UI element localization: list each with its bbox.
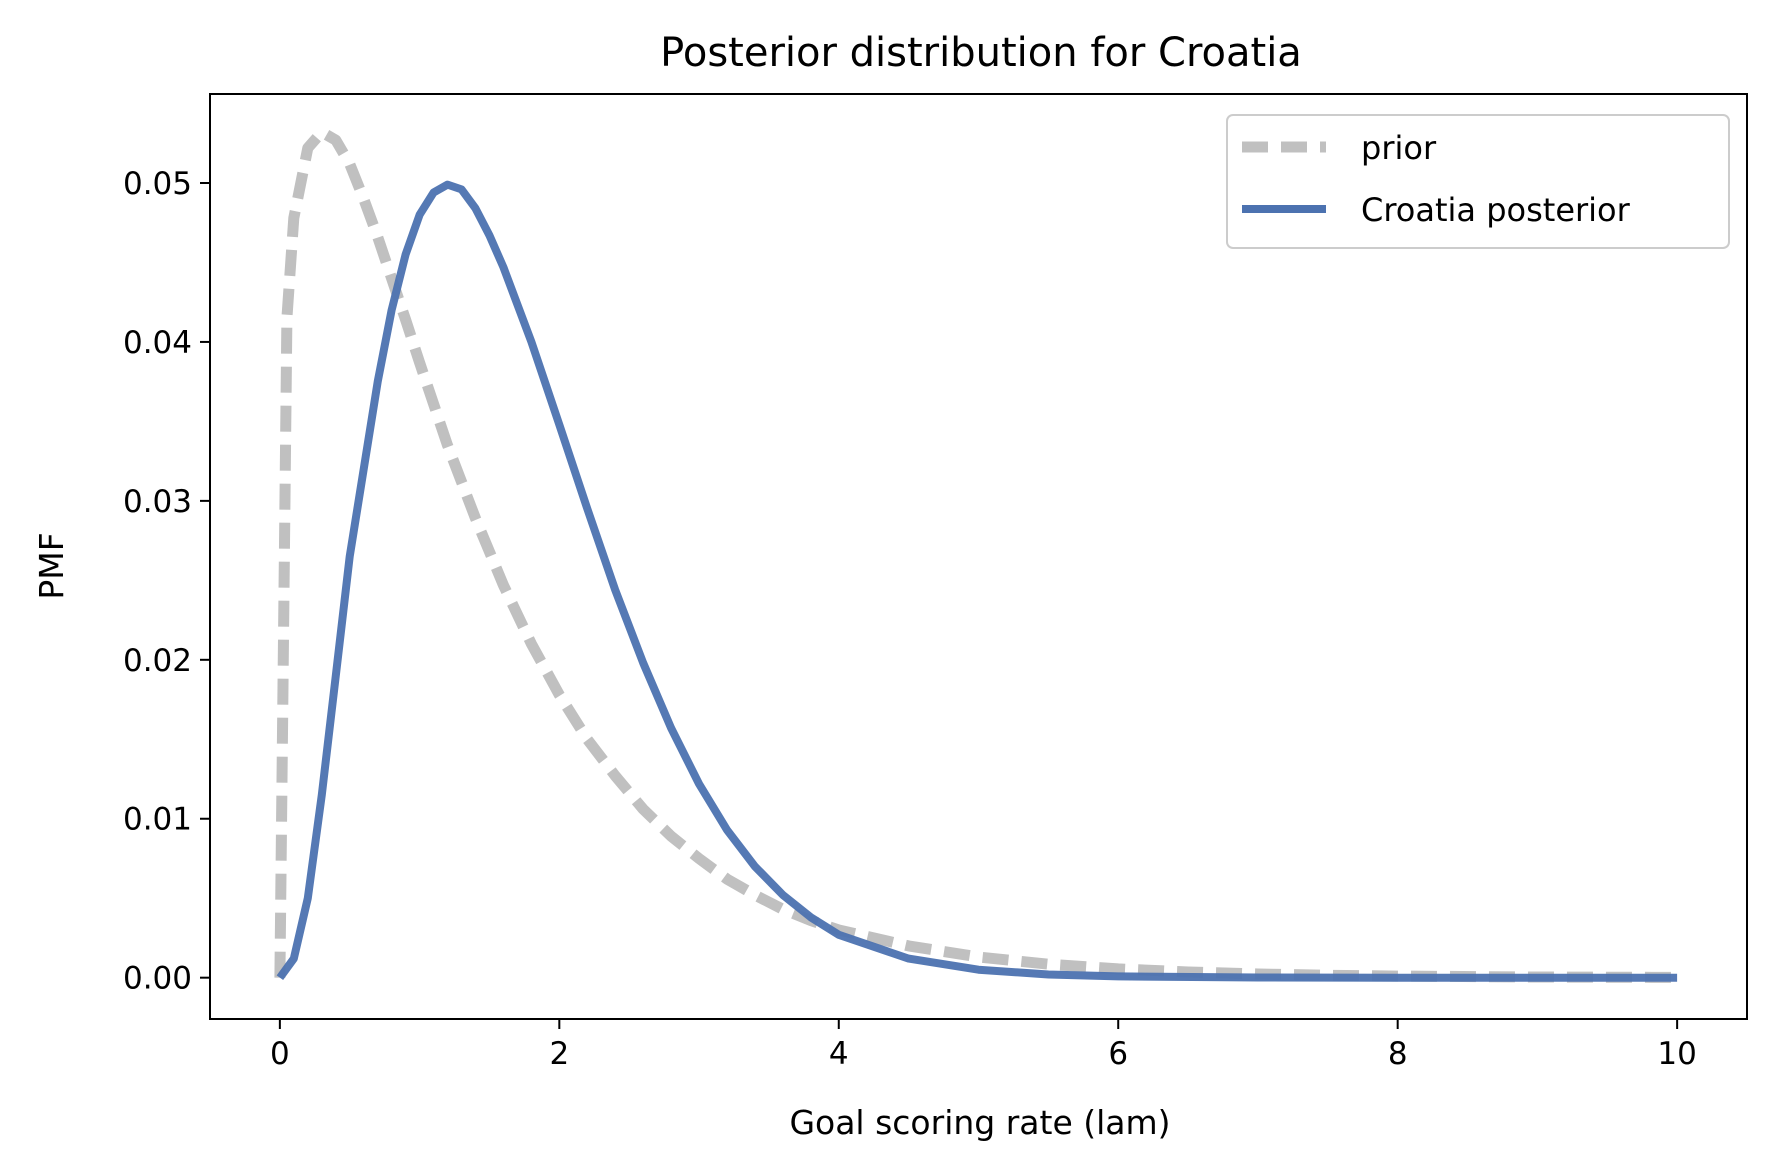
series-line-prior: [274, 126, 1678, 983]
x-tick-label: 6: [1108, 1036, 1128, 1072]
y-tick-label: 0.01: [123, 802, 192, 838]
x-axis-label: Goal scoring rate (lam): [789, 1103, 1170, 1142]
y-tick-label: 0.00: [123, 961, 192, 997]
y-axis-label: PMF: [32, 532, 71, 599]
x-tick-label: 0: [270, 1036, 290, 1072]
legend-label-prior: prior: [1361, 129, 1437, 167]
y-axis: 0.00 0.01 0.02 0.03 0.04 0.05: [123, 166, 210, 997]
y-tick-label: 0.03: [123, 484, 192, 520]
x-tick-label: 2: [549, 1036, 569, 1072]
series-layer: [274, 126, 1678, 983]
x-tick-label: 10: [1657, 1036, 1696, 1072]
legend: prior Croatia posterior: [1226, 114, 1730, 249]
x-tick-label: 8: [1388, 1036, 1408, 1072]
plot-frame: [209, 93, 1748, 1020]
chart-title: Posterior distribution for Croatia: [660, 30, 1302, 76]
legend-box: [1226, 114, 1730, 249]
y-tick-label: 0.04: [123, 325, 192, 361]
legend-label-croatia-posterior: Croatia posterior: [1361, 191, 1631, 229]
x-tick-label: 4: [829, 1036, 849, 1072]
x-axis: 0 2 4 6 8 10: [270, 1019, 1697, 1072]
y-tick-label: 0.02: [123, 643, 192, 679]
series-line-croatia-posterior: [276, 180, 1678, 982]
y-tick-label: 0.05: [123, 166, 192, 202]
